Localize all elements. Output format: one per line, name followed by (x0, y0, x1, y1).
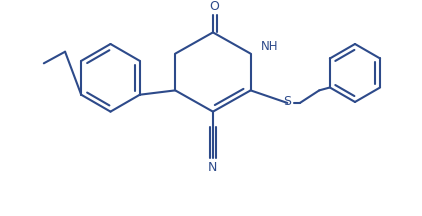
Text: N: N (208, 161, 218, 174)
Text: S: S (283, 95, 291, 108)
Text: O: O (209, 0, 219, 13)
Text: NH: NH (261, 40, 279, 53)
